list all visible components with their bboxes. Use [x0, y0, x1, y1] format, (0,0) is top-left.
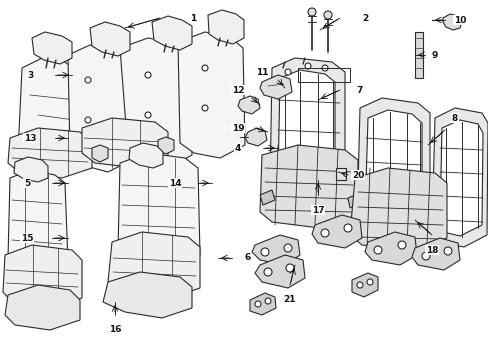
- Polygon shape: [120, 38, 192, 168]
- Polygon shape: [8, 170, 68, 272]
- Polygon shape: [14, 157, 48, 182]
- Polygon shape: [356, 98, 429, 243]
- Text: 21: 21: [283, 296, 296, 305]
- Circle shape: [264, 298, 270, 304]
- Polygon shape: [260, 190, 274, 205]
- Text: 20: 20: [351, 171, 364, 180]
- Text: 12: 12: [231, 86, 244, 95]
- Polygon shape: [152, 16, 192, 50]
- Text: 2: 2: [361, 14, 367, 23]
- Circle shape: [366, 279, 372, 285]
- Polygon shape: [90, 22, 130, 56]
- Circle shape: [254, 301, 261, 307]
- Polygon shape: [238, 96, 260, 114]
- Polygon shape: [5, 285, 80, 330]
- Text: 15: 15: [20, 234, 33, 243]
- Polygon shape: [129, 143, 163, 168]
- Circle shape: [320, 229, 328, 237]
- Circle shape: [373, 246, 381, 254]
- Polygon shape: [414, 32, 422, 78]
- Text: 13: 13: [24, 134, 36, 143]
- Polygon shape: [92, 145, 108, 162]
- Polygon shape: [244, 128, 266, 146]
- Polygon shape: [442, 14, 461, 30]
- Polygon shape: [118, 153, 200, 265]
- Circle shape: [305, 63, 310, 69]
- Circle shape: [443, 247, 451, 255]
- Text: 17: 17: [311, 206, 324, 215]
- Polygon shape: [349, 168, 446, 250]
- Polygon shape: [347, 193, 361, 208]
- Text: 1: 1: [189, 14, 196, 23]
- Polygon shape: [158, 137, 174, 154]
- Text: 5: 5: [24, 179, 30, 188]
- Circle shape: [285, 69, 290, 75]
- Text: 16: 16: [108, 325, 121, 334]
- Circle shape: [85, 117, 91, 123]
- Polygon shape: [335, 168, 346, 180]
- Polygon shape: [68, 45, 132, 172]
- Circle shape: [324, 11, 331, 19]
- Polygon shape: [249, 293, 275, 315]
- Text: 3: 3: [27, 71, 33, 80]
- Polygon shape: [3, 245, 82, 308]
- Circle shape: [145, 112, 151, 118]
- Polygon shape: [8, 128, 92, 178]
- Circle shape: [264, 268, 271, 276]
- Text: 6: 6: [244, 253, 251, 262]
- Polygon shape: [103, 272, 192, 318]
- Polygon shape: [260, 145, 357, 228]
- Polygon shape: [364, 232, 416, 265]
- Polygon shape: [278, 70, 334, 196]
- Polygon shape: [411, 238, 459, 270]
- Text: 9: 9: [431, 50, 437, 59]
- Circle shape: [261, 248, 268, 256]
- Text: 19: 19: [231, 123, 244, 132]
- Text: 14: 14: [168, 179, 181, 188]
- Polygon shape: [260, 75, 291, 99]
- Polygon shape: [254, 255, 305, 288]
- Polygon shape: [351, 273, 377, 297]
- Polygon shape: [32, 32, 72, 64]
- Circle shape: [307, 8, 315, 16]
- Polygon shape: [364, 110, 421, 232]
- Polygon shape: [18, 58, 82, 168]
- Circle shape: [85, 77, 91, 83]
- Text: 8: 8: [451, 113, 457, 122]
- Polygon shape: [108, 232, 200, 298]
- Circle shape: [421, 252, 429, 260]
- Polygon shape: [207, 10, 244, 44]
- Circle shape: [284, 244, 291, 252]
- Polygon shape: [311, 215, 361, 248]
- Text: 10: 10: [453, 15, 465, 24]
- Circle shape: [285, 264, 293, 272]
- Circle shape: [202, 105, 207, 111]
- Circle shape: [145, 72, 151, 78]
- Polygon shape: [439, 120, 482, 236]
- Text: 7: 7: [356, 86, 363, 95]
- Polygon shape: [178, 32, 244, 158]
- Text: 18: 18: [425, 246, 437, 255]
- Polygon shape: [251, 235, 299, 265]
- Text: 4: 4: [234, 144, 241, 153]
- Circle shape: [343, 224, 351, 232]
- Circle shape: [321, 65, 327, 71]
- Circle shape: [356, 282, 362, 288]
- Text: 11: 11: [255, 68, 268, 77]
- Circle shape: [397, 241, 405, 249]
- Polygon shape: [431, 108, 487, 247]
- Polygon shape: [269, 58, 345, 208]
- Polygon shape: [82, 118, 168, 168]
- Circle shape: [202, 65, 207, 71]
